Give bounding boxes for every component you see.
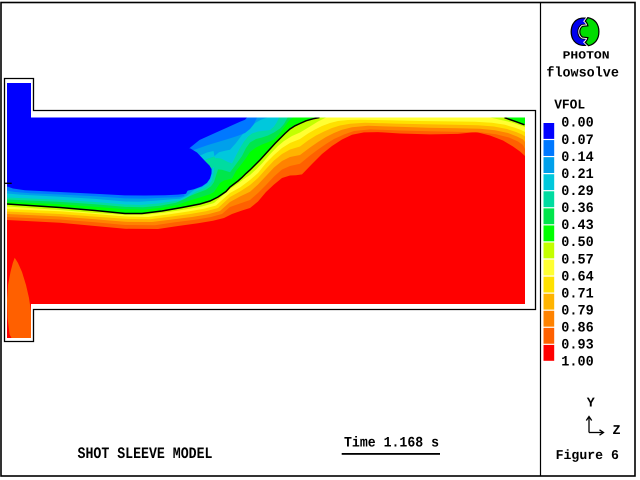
svg-text:VFOL: VFOL [554,98,585,113]
svg-text:0.93: 0.93 [561,338,593,354]
svg-text:0.86: 0.86 [561,321,593,337]
svg-text:0.07: 0.07 [561,133,593,149]
svg-text:Y: Y [587,397,596,412]
svg-text:Figure 6: Figure 6 [556,449,619,464]
svg-text:0.43: 0.43 [561,218,593,234]
svg-text:SHOT SLEEVE MODEL: SHOT SLEEVE MODEL [78,445,213,463]
svg-text:0.36: 0.36 [561,201,593,217]
svg-text:0.57: 0.57 [561,252,593,268]
svg-text:0.79: 0.79 [561,303,593,319]
svg-text:0.14: 0.14 [561,150,594,166]
svg-text:0.64: 0.64 [561,269,594,285]
svg-text:0.29: 0.29 [561,184,593,200]
svg-text:1.00: 1.00 [561,355,593,371]
svg-text:0.50: 0.50 [561,235,593,251]
svg-text:PHOTON: PHOTON [563,51,610,63]
svg-text:Time 1.168 s: Time 1.168 s [344,436,439,452]
svg-text:0.21: 0.21 [561,167,594,183]
svg-text:Z: Z [613,424,621,439]
svg-text:flowsolve: flowsolve [546,66,619,82]
svg-text:0.00: 0.00 [561,116,593,132]
svg-text:0.71: 0.71 [561,286,594,302]
